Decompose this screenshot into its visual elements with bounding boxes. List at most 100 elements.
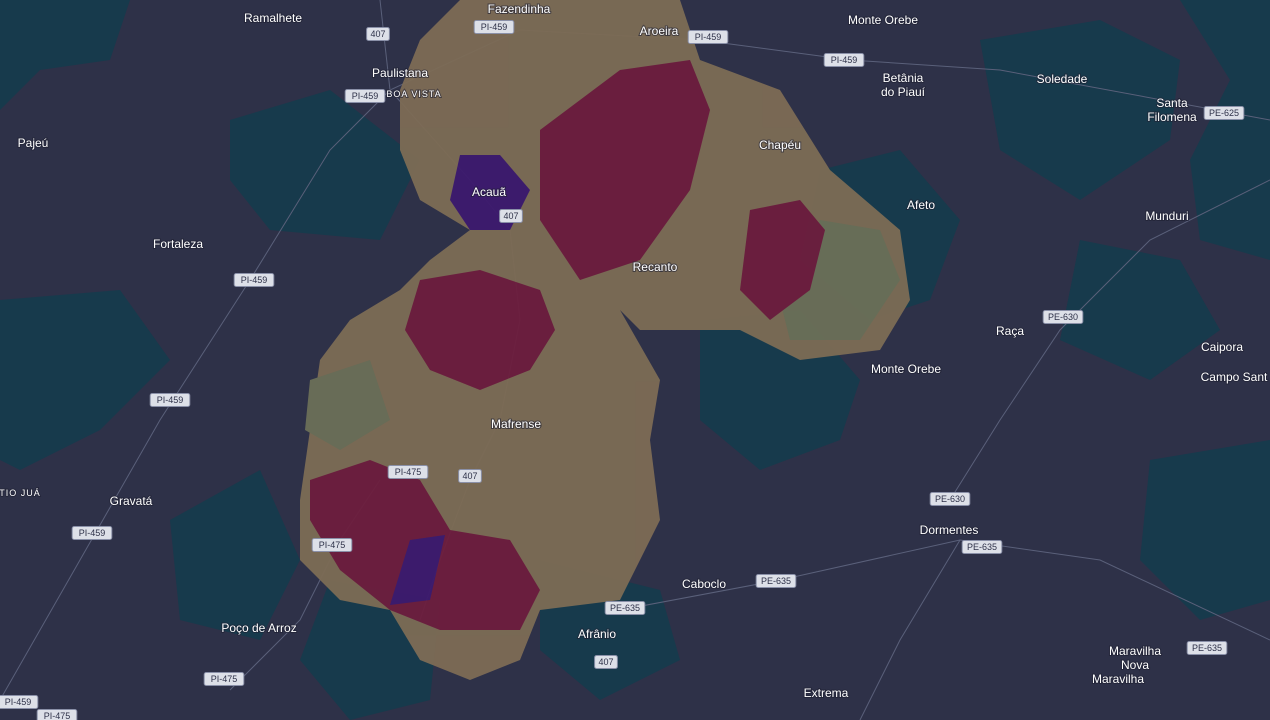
place-label-line: Monte Orebe [848, 13, 918, 27]
shield-box [1042, 310, 1084, 324]
shield-box [203, 672, 245, 686]
place-label-line: Afrânio [578, 627, 616, 641]
shield-label: PE-635 [967, 542, 997, 552]
place-label: Fortaleza [153, 237, 203, 251]
road-shields: 407 PI-459 PI-459 PI-459 PI-459 407 PI-459 PE-6… [0, 20, 1245, 720]
shield-box [458, 469, 482, 483]
road-shield: PE-630 [929, 492, 971, 506]
road-shield: PE-635 [1186, 641, 1228, 655]
shield-label: PI-459 [481, 22, 508, 32]
shield-label: PI-459 [157, 395, 184, 405]
road-shield: 407 [366, 27, 390, 41]
hex-overlay [300, 0, 910, 680]
shield-box [311, 538, 353, 552]
place-label-line: Fortaleza [153, 237, 203, 251]
road-shield: PE-625 [1203, 106, 1245, 120]
shield-label: PI-475 [44, 711, 71, 720]
place-label: Afeto [907, 198, 935, 212]
shield-label: 407 [462, 471, 477, 481]
place-label-line: Gravatá [110, 494, 153, 508]
place-label: Campo Sant [1201, 370, 1268, 384]
road-shield: PI-459 [149, 393, 191, 407]
place-label-line: Extrema [804, 686, 849, 700]
shield-box [344, 89, 386, 103]
road-shield: PI-459 [71, 526, 113, 540]
place-label: Extrema [804, 686, 849, 700]
shield-label: PI-475 [395, 467, 422, 477]
shield-label: PI-459 [241, 275, 268, 285]
place-label-line: TIO JUÁ [0, 488, 41, 498]
road-shield: PI-459 [687, 30, 729, 44]
shield-label: PI-475 [319, 540, 346, 550]
place-label: Betânia do Piauí [881, 71, 926, 99]
place-label: Santa Filomena [1147, 96, 1197, 124]
place-label-line: Munduri [1145, 209, 1188, 223]
place-label-line: Monte Orebe [871, 362, 941, 376]
road-shield: PE-635 [604, 601, 646, 615]
place-label-line: Caboclo [682, 577, 726, 591]
shield-label: PI-459 [352, 91, 379, 101]
shield-label: PI-459 [695, 32, 722, 42]
place-label: Raça [996, 324, 1024, 338]
shield-box [961, 540, 1003, 554]
shield-label: PI-459 [831, 55, 858, 65]
place-label-line: Fazendinha [488, 2, 551, 16]
place-label: Paulistana [372, 66, 428, 80]
place-label: Caboclo [682, 577, 726, 591]
road-shield: PE-635 [755, 574, 797, 588]
place-label-line: Betânia [883, 71, 924, 85]
place-label-line: Filomena [1147, 110, 1197, 124]
shield-box [755, 574, 797, 588]
place-label-line: do Piauí [881, 85, 926, 99]
shield-box [387, 465, 429, 479]
shield-box [36, 709, 78, 720]
place-label-line: Afeto [907, 198, 935, 212]
place-label: Monte Orebe [871, 362, 941, 376]
place-label: Monte Orebe [848, 13, 918, 27]
shield-box [473, 20, 515, 34]
road-shield: PI-459 [823, 53, 865, 67]
place-label: Pajeú [18, 136, 49, 150]
shield-box [71, 526, 113, 540]
place-label-line: Paulistana [372, 66, 428, 80]
shield-box [233, 273, 275, 287]
shield-box [1186, 641, 1228, 655]
place-label-line: Recanto [633, 260, 678, 274]
place-label-line: Campo Sant [1201, 370, 1268, 384]
place-label: Fazendinha [488, 2, 551, 16]
place-label-line: BOA VISTA [386, 89, 441, 99]
shield-label: 407 [370, 29, 385, 39]
shield-label: PI-459 [5, 697, 32, 707]
place-label-line: Ramalhete [244, 11, 302, 25]
place-label-line: Dormentes [920, 523, 979, 537]
place-label-line: Maravilha [1092, 672, 1144, 686]
place-label-line: Soledade [1037, 72, 1088, 86]
shield-label: PE-635 [761, 576, 791, 586]
place-labels: Ramalhete Fazendinha Aroeira Monte Orebe Pau… [0, 1, 1269, 701]
shield-box [0, 695, 39, 709]
shield-label: PI-475 [211, 674, 238, 684]
place-label: Chapéu [759, 138, 801, 152]
shield-label: 407 [598, 657, 613, 667]
road-shield: PI-475 [36, 709, 78, 720]
shield-label: PE-635 [610, 603, 640, 613]
place-label: Caipora [1201, 340, 1243, 354]
place-label-line: Caipora [1201, 340, 1243, 354]
shield-box [594, 655, 618, 669]
place-label-line: Acauã [472, 185, 506, 199]
road-shield: PI-475 [387, 465, 429, 479]
place-label-line: Mafrense [491, 417, 541, 431]
road-shield: PI-459 [473, 20, 515, 34]
road-shield: PI-459 [0, 695, 39, 709]
shield-box [823, 53, 865, 67]
shield-box [604, 601, 646, 615]
shield-label: PI-459 [79, 528, 106, 538]
place-label-line: Santa [1156, 96, 1188, 110]
place-label-line: Chapéu [759, 138, 801, 152]
place-label-line: Maravilha [1109, 644, 1161, 658]
place-label: BOA VISTA [386, 89, 441, 99]
shield-label: 407 [503, 211, 518, 221]
place-label: Recanto [633, 260, 678, 274]
place-label: Poço de Arroz [221, 621, 296, 635]
